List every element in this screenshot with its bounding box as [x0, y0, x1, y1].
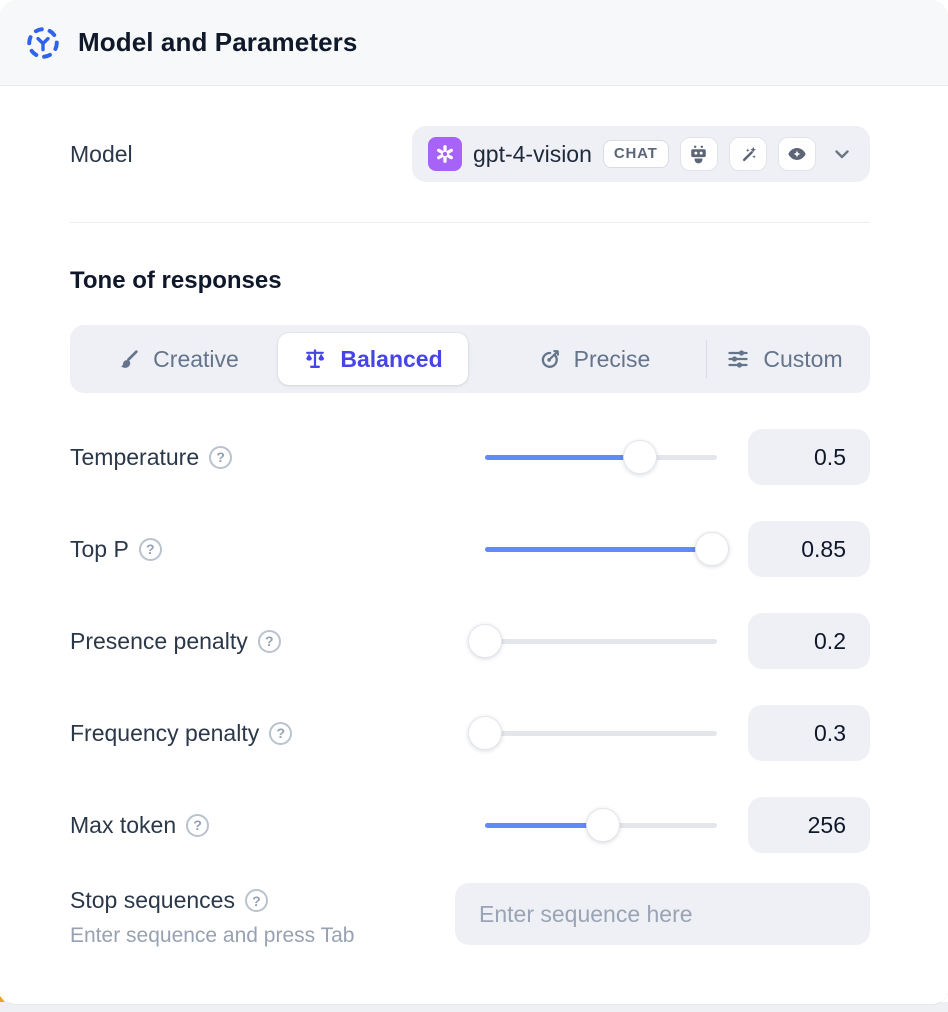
slider-track[interactable]	[485, 638, 717, 644]
temperature-row: Temperature ? 0.5	[70, 429, 870, 485]
slider-thumb[interactable]	[623, 440, 658, 474]
tab-balanced[interactable]: Balanced	[278, 333, 468, 385]
temperature-help-icon[interactable]: ?	[209, 445, 233, 469]
slider-thumb[interactable]	[468, 624, 502, 658]
model-parameters-icon	[24, 24, 62, 62]
magic-wand-icon	[728, 137, 767, 171]
presence-penalty-row: Presence penalty ? 0.2	[70, 613, 870, 669]
model-row: Model gpt-4-visi	[70, 126, 870, 182]
slider-fill	[485, 454, 641, 460]
slider-thumb[interactable]	[586, 808, 621, 842]
frequency-penalty-row: Frequency penalty ? 0.3	[70, 705, 870, 761]
tab-creative[interactable]: Creative	[78, 333, 278, 385]
tab-precise[interactable]: Precise	[494, 333, 694, 385]
vision-eye-icon	[777, 137, 816, 171]
max-token-row: Max token ? 256	[70, 797, 870, 853]
page-background-strip	[0, 1002, 948, 1012]
stop-sequences-row: Stop sequences ? Enter sequence and pres…	[70, 883, 870, 948]
panel-title: Model and Parameters	[78, 27, 358, 57]
slider-thumb[interactable]	[468, 716, 502, 750]
sliders-icon	[726, 347, 750, 371]
model-selector-dropdown[interactable]: gpt-4-vision CHAT	[412, 126, 870, 182]
tab-custom-label: Custom	[763, 345, 843, 372]
balance-scale-icon	[303, 347, 327, 371]
panel-header: Model and Parameters	[0, 0, 948, 86]
top-p-row: Top P ? 0.85	[70, 521, 870, 577]
chevron-down-icon	[830, 142, 854, 166]
temperature-slider[interactable]	[485, 440, 717, 474]
tone-section-title: Tone of responses	[70, 267, 282, 294]
temperature-label: Temperature ?	[70, 444, 485, 471]
target-icon	[538, 348, 561, 371]
frequency-penalty-label: Frequency penalty ?	[70, 720, 485, 747]
paintbrush-icon	[117, 348, 140, 371]
top-p-value[interactable]: 0.85	[748, 521, 870, 577]
top-p-help-icon[interactable]: ?	[138, 537, 162, 561]
temperature-value[interactable]: 0.5	[748, 429, 870, 485]
slider-track[interactable]	[485, 730, 717, 736]
presence-penalty-slider[interactable]	[468, 624, 717, 658]
top-p-slider[interactable]	[485, 532, 730, 566]
presence-penalty-help-icon[interactable]: ?	[257, 629, 281, 653]
frequency-penalty-slider[interactable]	[468, 716, 717, 750]
frequency-penalty-help-icon[interactable]: ?	[269, 721, 293, 745]
selected-model-name: gpt-4-vision	[473, 140, 592, 167]
max-token-value[interactable]: 256	[748, 797, 870, 853]
stop-sequence-input[interactable]	[455, 883, 870, 945]
tone-tab-bar: Creative Balanced	[70, 325, 870, 393]
max-token-label: Max token ?	[70, 812, 485, 839]
max-token-slider[interactable]	[485, 808, 717, 842]
model-label: Model	[70, 140, 133, 167]
tab-balanced-label: Balanced	[340, 345, 443, 372]
slider-fill	[485, 822, 604, 828]
stop-sequences-label: Stop sequences ?	[70, 887, 455, 914]
tab-custom[interactable]: Custom	[707, 333, 862, 385]
robot-icon	[679, 137, 718, 171]
section-divider	[70, 222, 870, 223]
frequency-penalty-value[interactable]: 0.3	[748, 705, 870, 761]
tab-precise-label: Precise	[573, 345, 651, 372]
presence-penalty-label: Presence penalty ?	[70, 628, 485, 655]
model-type-badge: CHAT	[602, 140, 669, 168]
top-p-label: Top P ?	[70, 536, 485, 563]
slider-thumb[interactable]	[695, 532, 730, 566]
stop-sequences-help-icon[interactable]: ?	[244, 889, 268, 912]
stop-sequences-hint: Enter sequence and press Tab	[70, 924, 355, 947]
slider-fill	[485, 546, 713, 552]
presence-penalty-value[interactable]: 0.2	[748, 613, 870, 669]
tab-creative-label: Creative	[153, 345, 239, 372]
max-token-help-icon[interactable]: ?	[186, 813, 210, 837]
tab-bar-divider	[706, 340, 707, 378]
openai-logo	[428, 137, 462, 171]
